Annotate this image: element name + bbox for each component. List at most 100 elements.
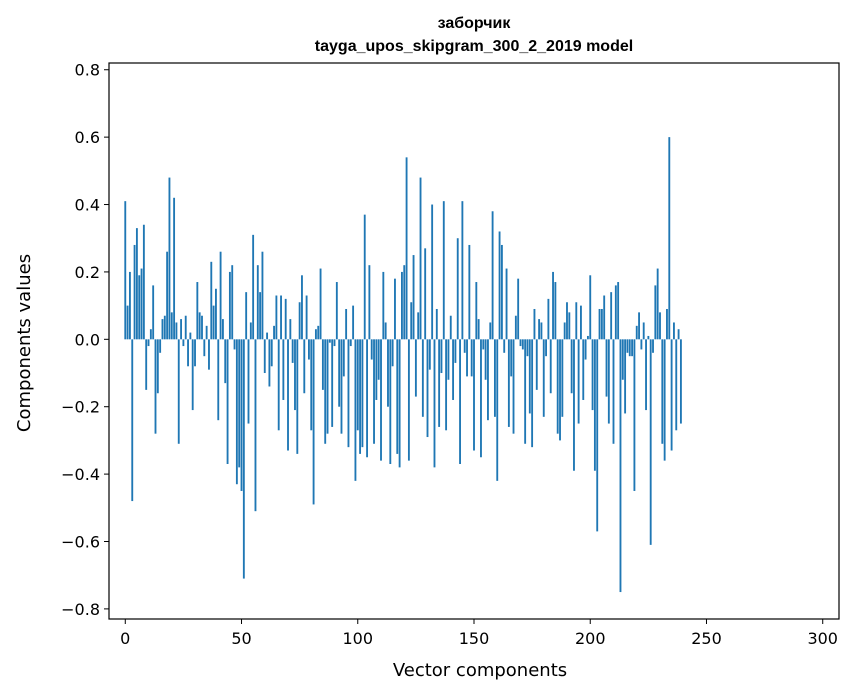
bar xyxy=(252,234,255,340)
bar xyxy=(487,339,489,421)
bar xyxy=(438,339,441,427)
y-axis-ticks: −0.8 −0.6 −0.4 −0.2 0.0 0.2 0.4 0.6 0.8 xyxy=(61,61,109,619)
bar xyxy=(235,339,238,485)
bar xyxy=(352,305,355,340)
bar xyxy=(273,325,275,340)
y-tick-label: 0.8 xyxy=(75,61,100,80)
bar xyxy=(303,339,306,394)
bar xyxy=(584,339,587,360)
bar xyxy=(280,295,282,340)
bar xyxy=(354,339,357,481)
bar xyxy=(463,339,466,353)
bar xyxy=(645,339,647,411)
bar xyxy=(540,322,543,340)
bar xyxy=(654,285,657,340)
bar xyxy=(412,255,415,340)
bar xyxy=(549,339,552,394)
bars-group xyxy=(124,137,682,593)
bar xyxy=(496,339,499,481)
bar xyxy=(521,339,524,350)
bar xyxy=(296,339,299,454)
bar xyxy=(133,244,136,340)
bar xyxy=(659,312,661,340)
bar xyxy=(507,339,510,427)
bar xyxy=(201,315,203,340)
bar xyxy=(519,339,522,347)
bar xyxy=(510,339,513,377)
bar xyxy=(619,339,622,593)
bar xyxy=(582,339,585,400)
bar xyxy=(305,295,308,340)
bar xyxy=(217,339,220,421)
bar xyxy=(221,319,224,340)
bar xyxy=(591,339,594,411)
bar xyxy=(203,339,206,357)
bar xyxy=(219,251,222,340)
bar xyxy=(142,224,145,340)
bar xyxy=(287,339,289,451)
bar xyxy=(370,339,373,360)
bar xyxy=(394,278,396,340)
bar xyxy=(396,339,399,454)
bar xyxy=(605,339,608,397)
bar xyxy=(245,292,248,340)
bar xyxy=(593,339,596,471)
bar xyxy=(524,339,527,444)
bar xyxy=(500,244,503,340)
bar xyxy=(147,339,150,347)
bar xyxy=(679,339,682,424)
bar xyxy=(259,292,262,340)
bar xyxy=(373,339,375,444)
bar xyxy=(612,339,615,444)
bar xyxy=(177,339,180,444)
bar xyxy=(128,271,131,340)
bar xyxy=(152,285,155,340)
bar xyxy=(249,322,252,340)
bar xyxy=(638,312,640,340)
bar xyxy=(424,248,427,340)
bar xyxy=(628,339,631,357)
bar xyxy=(668,137,671,340)
bar xyxy=(445,339,448,431)
bar xyxy=(166,251,169,340)
bar xyxy=(568,312,571,340)
bar xyxy=(607,339,610,424)
bar xyxy=(317,325,320,340)
bar xyxy=(449,315,452,340)
bar xyxy=(596,339,599,532)
chart-subtitle: tayga_upos_skipgram_300_2_2019 model xyxy=(315,38,633,55)
bar xyxy=(182,339,185,347)
bar xyxy=(559,339,561,441)
bar xyxy=(535,339,538,390)
bar xyxy=(482,339,485,350)
bar xyxy=(314,329,317,340)
bar xyxy=(505,268,508,340)
bar xyxy=(135,228,138,340)
bar xyxy=(470,339,473,377)
bar xyxy=(338,339,341,407)
bar xyxy=(642,322,645,340)
bar xyxy=(131,339,134,502)
bar xyxy=(282,339,285,400)
bar xyxy=(573,339,575,471)
bar xyxy=(326,339,329,434)
bar xyxy=(333,339,336,347)
bar xyxy=(428,339,431,370)
chart-title: заборчик xyxy=(438,15,512,32)
bar xyxy=(431,204,434,340)
bar xyxy=(554,282,557,340)
bar xyxy=(475,282,478,340)
bar xyxy=(340,339,343,434)
bar xyxy=(359,339,362,454)
bar xyxy=(649,339,652,545)
bar xyxy=(610,292,613,340)
bar xyxy=(403,265,406,340)
bar xyxy=(491,211,494,340)
bar xyxy=(335,282,338,340)
y-tick-label: −0.4 xyxy=(61,465,100,484)
bar xyxy=(294,339,296,411)
bar xyxy=(538,319,541,340)
bar xyxy=(670,339,673,451)
bar xyxy=(261,251,264,340)
bar xyxy=(626,339,629,353)
